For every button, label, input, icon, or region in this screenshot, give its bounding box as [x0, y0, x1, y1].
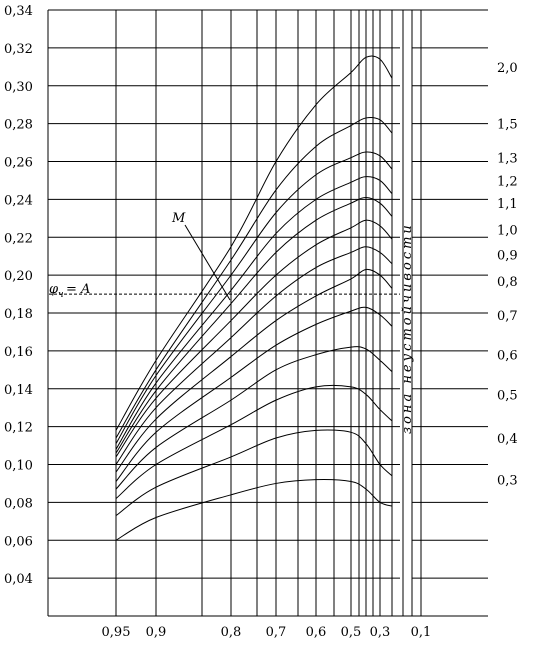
series-label: 1,1 [497, 197, 518, 212]
x-tick-label: 0,6 [306, 625, 327, 640]
curve-0-8 [115, 268, 393, 473]
series-label: 1,0 [497, 224, 518, 239]
grid-layer [47, 9, 488, 617]
series-label: 1,5 [497, 118, 518, 133]
curve-0-9 [115, 246, 393, 465]
instability-zone-label: зона неустойчивости [400, 222, 415, 434]
y-tick-label: 0,04 [4, 572, 33, 587]
phi-equals-a: = A [66, 282, 90, 297]
series-label: 0,4 [497, 432, 518, 447]
phi-subscript: ч [58, 290, 64, 300]
x-tick-label: 0,5 [341, 625, 362, 640]
phi-annotation-label: φ ч = A [49, 282, 90, 300]
y-tick-label: 0,30 [4, 80, 33, 95]
y-tick-label: 0,28 [4, 118, 33, 133]
y-tick-label: 0,12 [4, 421, 33, 436]
curve-1-5 [115, 116, 393, 439]
series-label: 0,7 [497, 309, 518, 324]
y-tick-label: 0,16 [4, 345, 33, 360]
series-label: 0,3 [497, 474, 518, 489]
label-layer: 0,34 0,32 0,30 0,28 0,26 0,24 0,22 0,20 0,18 0,16… [4, 4, 518, 640]
x-tick-label: 0,3 [370, 625, 391, 640]
y-tick-label: 0,20 [4, 269, 33, 284]
series-label: 0,8 [497, 275, 518, 290]
curve-0-3 [115, 479, 393, 541]
curve-1-0 [115, 219, 393, 458]
x-tick-label: 0,1 [411, 625, 432, 640]
phi-symbol: φ [49, 282, 59, 297]
series-label: 0,6 [497, 349, 518, 364]
curve-0-7 [115, 306, 393, 482]
x-tick-label: 0,95 [102, 625, 131, 640]
curve-1-3 [115, 151, 393, 444]
y-tick-label: 0,26 [4, 156, 33, 171]
y-tick-label: 0,18 [4, 307, 33, 322]
y-tick-label: 0,10 [4, 459, 33, 474]
m-annotation-label: M [171, 211, 186, 226]
x-tick-label: 0,9 [146, 625, 167, 640]
curve-2-0 [115, 55, 393, 431]
y-tick-label: 0,22 [4, 231, 33, 246]
series-label: 2,0 [497, 61, 518, 76]
y-tick-label: 0,08 [4, 496, 33, 511]
x-tick-label: 0,7 [266, 625, 287, 640]
x-tick-label: 0,8 [221, 625, 242, 640]
y-tick-label: 0,24 [4, 193, 33, 208]
y-tick-label: 0,14 [4, 383, 33, 398]
y-tick-label: 0,34 [4, 4, 33, 19]
y-tick-label: 0,32 [4, 42, 33, 57]
curve-0-6 [115, 346, 393, 490]
curve-0-5 [115, 385, 393, 499]
curve-1-1 [115, 196, 393, 454]
series-label: 0,9 [497, 248, 518, 263]
m-leader-line [184, 224, 231, 301]
curve-0-4 [115, 429, 393, 517]
curve-layer [115, 55, 393, 541]
series-label: 1,2 [497, 174, 518, 189]
y-tick-label: 0,06 [4, 534, 33, 549]
curve-1-2 [115, 176, 393, 450]
series-label: 1,3 [497, 152, 518, 167]
series-label: 0,5 [497, 388, 518, 403]
